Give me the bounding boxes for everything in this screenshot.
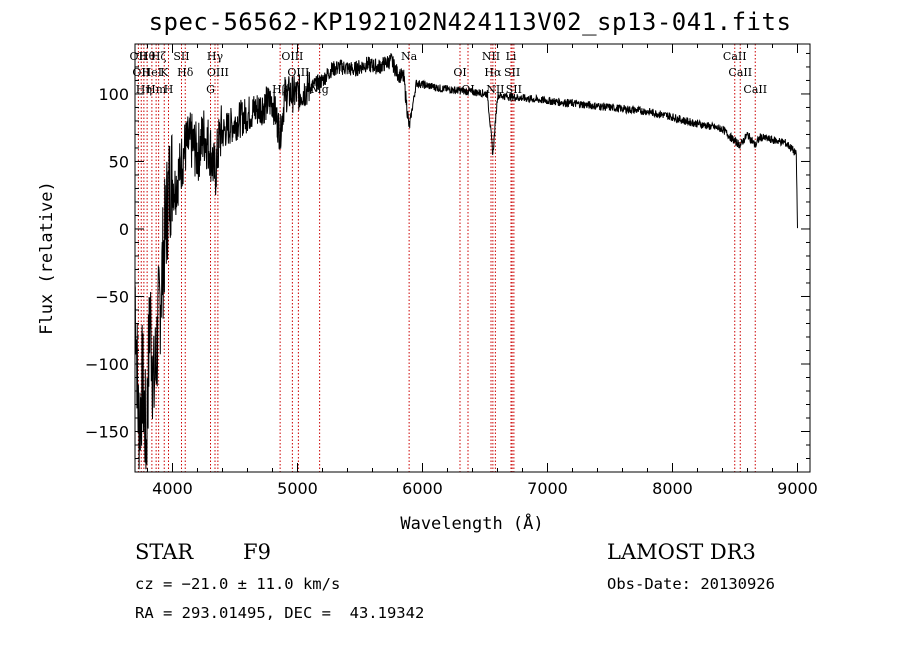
y-tick-label: −50 (95, 287, 129, 306)
spectrum-layer (134, 53, 798, 470)
x-tick-label: 8000 (652, 479, 693, 498)
x-axis: 4000 5000 6000 7000 8000 9000 (147, 44, 818, 498)
marker-label: H (164, 83, 174, 96)
marker-label: NII (482, 50, 500, 63)
y-tick-label: −150 (85, 422, 129, 441)
marker-label: SII (506, 83, 522, 96)
marker-label: SII (173, 50, 189, 63)
spectrum-line (134, 53, 798, 470)
marker-label: OII (130, 50, 148, 63)
y-tick-label: 100 (98, 85, 129, 104)
redshift-line: cz = −21.0 ± 11.0 km/s (135, 575, 341, 593)
coords-line: RA = 293.01495, DEC = 43.19342 (135, 604, 425, 622)
marker-label: OIII (207, 66, 229, 79)
marker-labels: OII OII Hη Hθ HeI Hm Hζ KH SII Hδ G Hγ OIII Hβ OIII OII… (130, 50, 768, 96)
marker-label: CaII (743, 83, 767, 96)
marker-label: OII (132, 66, 150, 79)
marker-label: OIII (287, 66, 309, 79)
marker-label: OI (461, 83, 474, 96)
marker-label: Hm (146, 83, 167, 96)
marker-label: Hγ (207, 50, 224, 63)
marker-label: CaII (728, 66, 752, 79)
marker-label: Hθ (139, 50, 156, 63)
marker-label: Li (506, 50, 517, 63)
plot-frame (134, 43, 811, 473)
y-tick-label: −100 (85, 355, 129, 374)
marker-label: Hβ (272, 83, 288, 96)
marker-label: CaII (723, 50, 747, 63)
marker-label: SII (504, 66, 520, 79)
marker-label: K (160, 66, 169, 79)
obs-date-line: Obs-Date: 20130926 (607, 575, 775, 593)
chart-title: spec-56562-KP192102N424113V02_sp13-041.f… (148, 8, 792, 36)
marker-label: OI (453, 66, 466, 79)
y-axis: 100 50 0 −50 −100 −150 (85, 52, 810, 459)
survey-name: LAMOST DR3 (607, 540, 756, 564)
x-axis-label: Wavelength (Å) (400, 512, 543, 534)
marker-label: NII (486, 83, 504, 96)
x-tick-label: 9000 (777, 479, 818, 498)
marker-label: Hα (484, 66, 502, 79)
marker-label: Hη (136, 83, 152, 96)
marker-label: Hδ (177, 66, 194, 79)
y-tick-label: 0 (119, 220, 129, 239)
x-tick-label: 7000 (527, 479, 568, 498)
y-tick-label: 50 (109, 152, 129, 171)
marker-label: G (206, 83, 215, 96)
marker-label: Hζ (151, 50, 167, 63)
y-axis-label: Flux (relative) (37, 181, 57, 335)
object-class: STAR (135, 540, 194, 564)
marker-label: Na (401, 50, 418, 63)
object-subclass: F9 (243, 540, 271, 564)
marker-label: OIII (281, 50, 303, 63)
x-tick-label: 4000 (152, 479, 193, 498)
x-tick-label: 5000 (277, 479, 318, 498)
marker-label: Mg (310, 83, 328, 96)
marker-label: HeI (142, 66, 162, 79)
x-tick-label: 6000 (402, 479, 443, 498)
